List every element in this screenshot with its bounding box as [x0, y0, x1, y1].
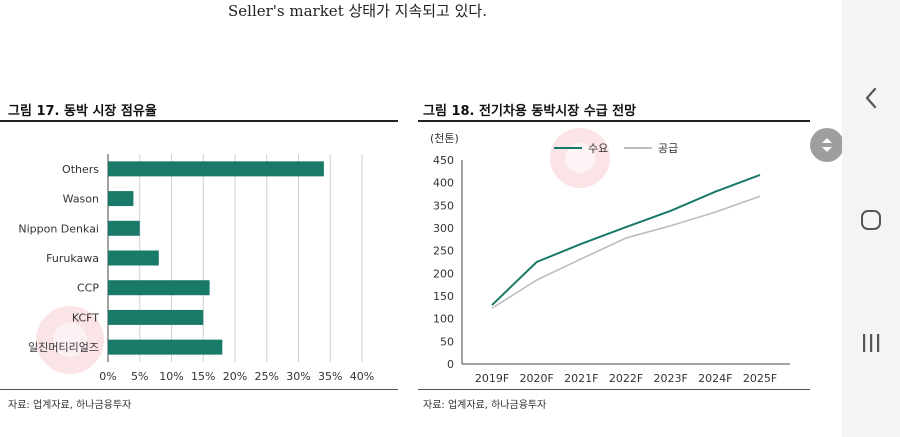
recent-apps-button[interactable] [842, 327, 900, 359]
figure-17-top-rule [0, 120, 398, 122]
figure-18-top-rule [418, 120, 810, 122]
line-chart: (천톤) 0 50 100 150 200 250 300 350 400 450 2019F 2020… [430, 131, 790, 385]
x-tick-label: 2023F [654, 372, 688, 385]
scroll-handle[interactable] [810, 128, 844, 162]
figure-17-source: 자료: 업계자료, 하나금융투자 [8, 400, 132, 411]
y-tick-label: 450 [433, 154, 454, 167]
category-label: KCFT [72, 311, 99, 324]
figure-18-source: 자료: 업계자료, 하나금융투자 [423, 400, 547, 411]
x-tick-label: 2019F [475, 372, 509, 385]
series-line [491, 174, 761, 306]
bar [108, 280, 210, 296]
category-label: Furukawa [46, 252, 99, 265]
bar [108, 339, 223, 355]
y-tick-label: 100 [433, 313, 454, 326]
legend-label: 수요 [588, 142, 608, 155]
y-tick-label: 350 [433, 199, 454, 212]
x-tick-label: 10% [159, 370, 183, 383]
y-tick-label: 150 [433, 290, 454, 303]
y-axis-unit: (천톤) [430, 131, 459, 145]
x-tick-label: 5% [131, 370, 148, 383]
y-tick-label: 50 [440, 335, 454, 348]
header-sentence: Seller's market 상태가 지속되고 있다. [228, 2, 487, 20]
x-tick-label: 0% [99, 370, 116, 383]
x-tick-label: 2024F [698, 372, 732, 385]
scroll-handle-icon [822, 138, 832, 152]
x-tick-label: 2022F [609, 372, 643, 385]
series-line [491, 195, 761, 309]
bar-chart: 0% 5% 10% 15% 20% 25% 30% 35% 40% Others Wason Nipp… [18, 154, 374, 383]
category-label: Wason [63, 193, 99, 206]
y-tick-label: 250 [433, 245, 454, 258]
x-tick-label: 15% [191, 370, 215, 383]
x-tick-label: 25% [255, 370, 279, 383]
bar [108, 250, 159, 266]
x-tick-label: 30% [286, 370, 310, 383]
navigation-bar [842, 0, 900, 437]
bar [108, 161, 324, 177]
legend-label: 공급 [658, 142, 678, 155]
y-tick-label: 400 [433, 177, 454, 190]
document-page: Seller's market 상태가 지속되고 있다. 그림 17. 동박 시… [0, 2, 810, 411]
category-label: 일진머티리얼즈 [28, 340, 99, 354]
home-icon [861, 210, 881, 230]
x-tick-label: 2025F [743, 372, 777, 385]
figure-18-bottom-rule [418, 389, 810, 390]
home-button[interactable] [842, 204, 900, 236]
chevron-left-icon [865, 87, 877, 109]
figure-17-title: 그림 17. 동박 시장 점유율 [8, 104, 157, 119]
x-tick-label: 2020F [520, 372, 554, 385]
figure-17-bottom-rule [0, 389, 398, 390]
figure-18-title: 그림 18. 전기차용 동박시장 수급 전망 [423, 104, 637, 119]
x-tick-label: 35% [318, 370, 342, 383]
back-button[interactable] [842, 82, 900, 114]
x-tick-label: 2021F [564, 372, 598, 385]
y-tick-label: 200 [433, 267, 454, 280]
y-tick-label: 300 [433, 222, 454, 235]
y-tick-label: 0 [447, 358, 454, 371]
category-label: Nippon Denkai [18, 222, 99, 235]
bar [108, 309, 204, 325]
x-tick-label: 40% [350, 370, 374, 383]
recent-apps-icon [863, 334, 880, 352]
bar [108, 191, 134, 207]
bar [108, 220, 140, 236]
category-label: CCP [77, 282, 99, 295]
x-tick-label: 20% [223, 370, 247, 383]
category-label: Others [62, 163, 99, 176]
